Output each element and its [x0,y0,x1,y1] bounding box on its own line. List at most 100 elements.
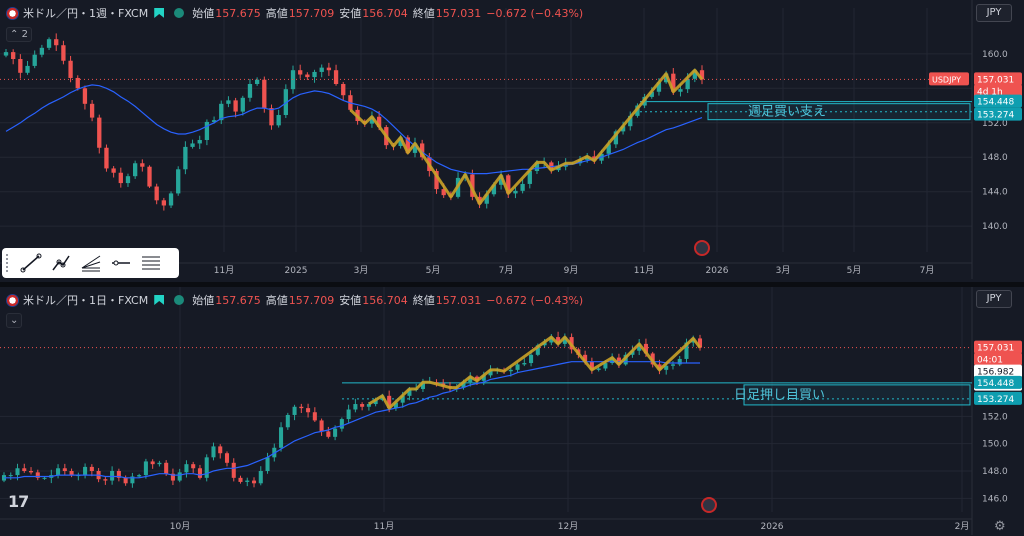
candle-body [387,395,392,409]
candle-body [326,431,331,437]
currency-selector[interactable]: JPY [976,290,1012,308]
x-tick-label: 11月 [214,265,234,276]
candle-body [177,472,182,481]
bookmark-icon[interactable] [154,8,165,18]
high-value: 157.709 [288,293,335,307]
candle-body [164,462,169,474]
candle-body [204,121,210,140]
chevron-up-icon: ⌃ [10,29,19,40]
bookmark-icon[interactable] [154,295,165,305]
y-tick-label: 148.0 [982,467,1008,477]
candle-body [513,190,518,194]
candle-body [292,406,297,415]
y-tick-label: 160.0 [982,50,1008,60]
support-annotation: 週足買い支え [748,105,826,120]
indicator-collapse-button[interactable]: ⌃ 2 [6,27,32,42]
level-a-tag-bg [974,364,1022,378]
economic-event-icon [694,240,710,256]
candle-body [481,375,486,381]
close-label: 終値 [412,294,435,307]
economic-event-icon [701,497,717,513]
candle-body [245,480,250,482]
last-price-tag: 157.031 [977,344,1014,354]
y-tick-label: 140.0 [982,222,1008,232]
candle-body [279,427,284,448]
support-annotation: 日足押し目買い [734,388,825,403]
weekly-chart-pane[interactable]: 140.0144.0148.0152.0156.0160.011月20253月5… [0,0,1024,282]
candle-body [360,404,365,407]
candle-body [506,175,511,194]
candle-body [535,345,540,355]
candle-body [697,338,703,348]
candle-body [125,176,131,184]
parallel-lines-tool-icon[interactable] [136,251,166,275]
pane-separator[interactable] [0,282,1024,287]
candle-body [603,363,608,369]
y-tick-label: 144.0 [982,188,1008,198]
zigzag-trend-line [368,335,702,410]
candle-body [529,354,534,364]
candle-body [251,480,257,484]
candle-body [68,60,73,78]
x-tick-label: 3月 [776,265,791,276]
currency-selector[interactable]: JPY [976,4,1012,22]
daily-chart-canvas[interactable]: 146.0 148.0 150.0 152.0 10月 11月 12月 2026 2月 日足押し目… [0,287,1024,536]
candle-body [333,70,339,84]
symbol-title[interactable]: 米ドル／円・1日・FXCM [23,294,149,307]
candle-body [488,369,493,376]
candle-body [326,67,332,71]
tradingview-logo[interactable]: 17 [8,492,29,511]
candle-body [663,73,669,83]
candle-body [147,166,152,187]
high-label: 高値 [265,7,288,20]
candle-body [240,97,245,112]
high-label: 高値 [265,294,288,307]
candle-body [154,186,159,201]
candle-body [89,103,95,118]
candle-body [283,89,288,116]
candle-body [211,446,216,458]
candle-body [484,194,489,204]
candle-body [520,183,525,191]
weekly-header: 米ドル／円・1週・FXCM 始値 157.675 高値 157.709 安値 1… [6,5,588,21]
level-a-tag: 156.982 [977,368,1014,378]
path-tool-icon[interactable] [46,251,76,275]
y-tick-label: 148.0 [982,153,1008,163]
candle-body [183,146,188,170]
us-jp-flag-icon [6,6,19,20]
support-upper-tag: 154.448 [977,379,1014,389]
candle-body [285,414,290,428]
candle-body [671,73,676,92]
indicator-collapse-button[interactable]: ⌄ [6,313,23,328]
chevron-down-icon: ⌄ [10,315,19,326]
candle-body [474,376,480,381]
candle-body [589,361,594,370]
candle-body [657,364,662,370]
candle-body [25,65,30,73]
trend-line-tool-icon[interactable] [16,251,46,275]
x-tick-label: 3月 [354,265,369,276]
candle-body [319,420,324,432]
candle-body [54,39,59,46]
horizontal-ray-tool-icon[interactable] [106,251,136,275]
settings-gear-icon[interactable]: ⚙ [994,519,1006,534]
close-value: 157.031 [435,293,482,307]
ticker-tag-bg [929,72,969,86]
candle-body [398,137,403,147]
drag-handle-icon[interactable] [6,254,16,272]
symbol-title[interactable]: 米ドル／円・1週・FXCM [23,7,149,20]
last-price-tag-bg [974,340,1022,354]
candle-body [190,143,195,147]
candle-body [97,117,102,148]
support-upper-tag-bg [974,375,1022,389]
support-upper-tag-bg [974,94,1022,108]
weekly-chart-canvas[interactable]: 140.0144.0148.0152.0156.0160.011月20253月5… [0,0,1024,282]
candle-body [441,189,446,196]
candle-body [522,363,527,365]
candle-body [157,462,162,465]
candle-body [643,343,648,354]
daily-chart-pane[interactable]: 146.0 148.0 150.0 152.0 10月 11月 12月 2026 2月 日足押し目… [0,287,1024,536]
fib-fan-tool-icon[interactable] [76,251,106,275]
candle-body [366,404,371,407]
candle-body [434,171,439,190]
